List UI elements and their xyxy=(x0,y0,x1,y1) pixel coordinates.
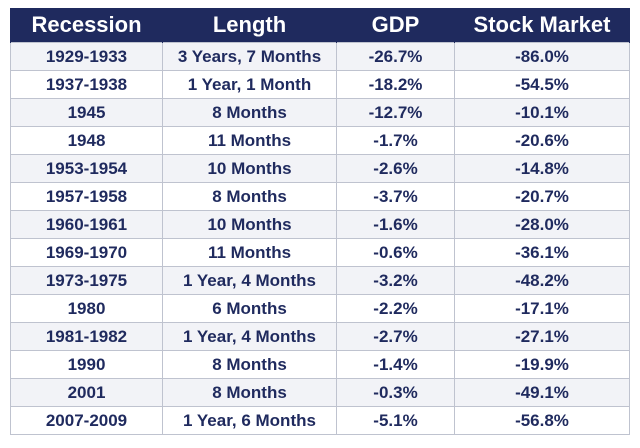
table-header: Recession Length GDP Stock Market xyxy=(10,8,630,43)
recession-cell: 1980 xyxy=(10,294,163,323)
gdp-cell: -3.7% xyxy=(336,182,455,211)
length-cell: 6 Months xyxy=(162,294,337,323)
table-row: 1948 11 Months -1.7% -20.6% xyxy=(10,126,630,155)
length-cell: 10 Months xyxy=(162,154,337,183)
gdp-cell: -26.7% xyxy=(336,42,455,71)
column-header-gdp: GDP xyxy=(336,8,455,43)
length-cell: 8 Months xyxy=(162,378,337,407)
table-row: 1980 6 Months -2.2% -17.1% xyxy=(10,294,630,323)
stock-market-cell: -48.2% xyxy=(454,266,630,295)
table-row: 1929-1933 3 Years, 7 Months -26.7% -86.0% xyxy=(10,42,630,71)
table-row: 1990 8 Months -1.4% -19.9% xyxy=(10,350,630,379)
table-row: 1953-1954 10 Months -2.6% -14.8% xyxy=(10,154,630,183)
length-cell: 8 Months xyxy=(162,98,337,127)
stock-market-cell: -86.0% xyxy=(454,42,630,71)
table-row: 2007-2009 1 Year, 6 Months -5.1% -56.8% xyxy=(10,406,630,435)
table-row: 1960-1961 10 Months -1.6% -28.0% xyxy=(10,210,630,239)
stock-market-cell: -56.8% xyxy=(454,406,630,435)
length-cell: 10 Months xyxy=(162,210,337,239)
gdp-cell: -0.3% xyxy=(336,378,455,407)
gdp-cell: -1.4% xyxy=(336,350,455,379)
recession-cell: 2001 xyxy=(10,378,163,407)
recession-cell: 2007-2009 xyxy=(10,406,163,435)
length-cell: 11 Months xyxy=(162,126,337,155)
header-row: Recession Length GDP Stock Market xyxy=(10,8,630,43)
stock-market-cell: -27.1% xyxy=(454,322,630,351)
stock-market-cell: -36.1% xyxy=(454,238,630,267)
table-row: 1937-1938 1 Year, 1 Month -18.2% -54.5% xyxy=(10,70,630,99)
length-cell: 1 Year, 4 Months xyxy=(162,266,337,295)
stock-market-cell: -19.9% xyxy=(454,350,630,379)
recession-cell: 1929-1933 xyxy=(10,42,163,71)
length-cell: 1 Year, 4 Months xyxy=(162,322,337,351)
table-row: 1981-1982 1 Year, 4 Months -2.7% -27.1% xyxy=(10,322,630,351)
length-cell: 11 Months xyxy=(162,238,337,267)
recession-cell: 1937-1938 xyxy=(10,70,163,99)
column-header-length: Length xyxy=(162,8,337,43)
table-row: 1945 8 Months -12.7% -10.1% xyxy=(10,98,630,127)
gdp-cell: -12.7% xyxy=(336,98,455,127)
stock-market-cell: -49.1% xyxy=(454,378,630,407)
stock-market-cell: -28.0% xyxy=(454,210,630,239)
length-cell: 8 Months xyxy=(162,182,337,211)
table-row: 1973-1975 1 Year, 4 Months -3.2% -48.2% xyxy=(10,266,630,295)
gdp-cell: -1.7% xyxy=(336,126,455,155)
stock-market-cell: -14.8% xyxy=(454,154,630,183)
gdp-cell: -2.2% xyxy=(336,294,455,323)
table-row: 1957-1958 8 Months -3.7% -20.7% xyxy=(10,182,630,211)
gdp-cell: -1.6% xyxy=(336,210,455,239)
recession-cell: 1945 xyxy=(10,98,163,127)
recession-cell: 1973-1975 xyxy=(10,266,163,295)
gdp-cell: -2.6% xyxy=(336,154,455,183)
recession-table: Recession Length GDP Stock Market 1929-1… xyxy=(10,8,630,435)
column-header-recession: Recession xyxy=(10,8,163,43)
length-cell: 8 Months xyxy=(162,350,337,379)
recession-cell: 1957-1958 xyxy=(10,182,163,211)
gdp-cell: -18.2% xyxy=(336,70,455,99)
recession-cell: 1990 xyxy=(10,350,163,379)
length-cell: 1 Year, 1 Month xyxy=(162,70,337,99)
gdp-cell: -5.1% xyxy=(336,406,455,435)
recession-cell: 1981-1982 xyxy=(10,322,163,351)
table-body: 1929-1933 3 Years, 7 Months -26.7% -86.0% 19… xyxy=(10,42,630,435)
stock-market-cell: -17.1% xyxy=(454,294,630,323)
recession-cell: 1953-1954 xyxy=(10,154,163,183)
length-cell: 3 Years, 7 Months xyxy=(162,42,337,71)
recession-cell: 1948 xyxy=(10,126,163,155)
recession-cell: 1960-1961 xyxy=(10,210,163,239)
recession-table-container: Recession Length GDP Stock Market 1929-1… xyxy=(10,8,630,435)
gdp-cell: -2.7% xyxy=(336,322,455,351)
stock-market-cell: -10.1% xyxy=(454,98,630,127)
length-cell: 1 Year, 6 Months xyxy=(162,406,337,435)
column-header-stock-market: Stock Market xyxy=(454,8,630,43)
table-row: 1969-1970 11 Months -0.6% -36.1% xyxy=(10,238,630,267)
gdp-cell: -3.2% xyxy=(336,266,455,295)
stock-market-cell: -20.6% xyxy=(454,126,630,155)
stock-market-cell: -54.5% xyxy=(454,70,630,99)
table-row: 2001 8 Months -0.3% -49.1% xyxy=(10,378,630,407)
recession-cell: 1969-1970 xyxy=(10,238,163,267)
stock-market-cell: -20.7% xyxy=(454,182,630,211)
gdp-cell: -0.6% xyxy=(336,238,455,267)
